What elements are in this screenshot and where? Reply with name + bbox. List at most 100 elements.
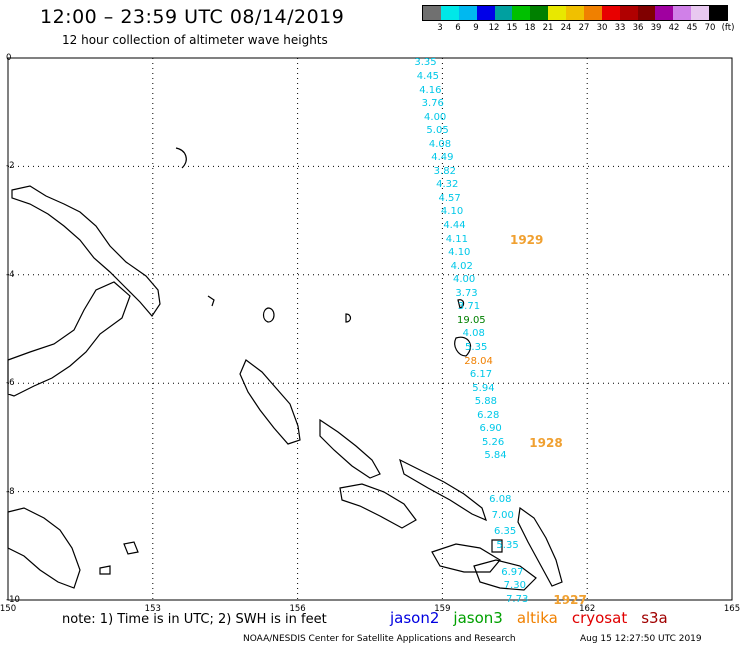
satellite-legend: jason2 jason3 altika cryosat s3a xyxy=(390,609,682,627)
legend-label: 3 xyxy=(437,23,443,33)
coastlines xyxy=(7,147,563,591)
png-mainland-coast xyxy=(7,507,81,589)
swh-value: 4.11 xyxy=(445,233,469,245)
map-grid xyxy=(8,58,732,600)
legend-swatch xyxy=(548,6,566,20)
swh-value: 4.45 xyxy=(416,70,440,82)
swh-value: 4.02 xyxy=(450,260,473,272)
satellite-jason3: jason3 xyxy=(453,609,503,627)
map-title: 12:00 – 23:59 UTC 08/14/2019 xyxy=(40,6,345,28)
swh-value: 4.08 xyxy=(428,138,452,150)
legend-label: 36 xyxy=(632,23,644,33)
legend-label: 9 xyxy=(473,23,479,33)
swh-value: 3.73 xyxy=(455,287,478,299)
island-3 xyxy=(345,313,352,323)
swh-value: 6.08 xyxy=(489,493,512,505)
swh-value: 5.35 xyxy=(496,539,519,551)
legend-label: 70 xyxy=(704,23,716,33)
legend-label: 30 xyxy=(596,23,608,33)
swh-value: 4.44 xyxy=(443,220,466,232)
legend-label: 6 xyxy=(455,23,461,33)
legend-label: 45 xyxy=(686,23,698,33)
legend-swatch xyxy=(709,6,727,20)
swh-value: 3.76 xyxy=(421,98,444,110)
legend-label: 24 xyxy=(560,23,572,33)
swh-value: 5.35 xyxy=(465,341,488,353)
new-ireland-coast xyxy=(11,185,161,317)
lon-label: 159 xyxy=(434,604,451,614)
swh-value: 4.00 xyxy=(424,111,447,123)
map-subtitle: 12 hour collection of altimeter wave hei… xyxy=(62,33,328,47)
swh-value: 5.26 xyxy=(481,436,505,448)
footer-note: note: 1) Time is in UTC; 2) SWH is in fe… xyxy=(62,612,327,627)
island-8 xyxy=(99,565,111,575)
swh-value: 4.08 xyxy=(462,328,485,340)
lat-label: -6 xyxy=(6,378,15,389)
legend-swatch xyxy=(655,6,674,20)
swh-value: 7.30 xyxy=(503,580,526,592)
swh-value: 5.84 xyxy=(484,450,507,462)
swh-value: 4.57 xyxy=(438,192,461,204)
island-2 xyxy=(262,307,275,323)
new-britain-coast xyxy=(7,281,131,397)
legend-swatch xyxy=(440,6,459,20)
swh-value: 3.82 xyxy=(433,165,456,177)
legend-swatch xyxy=(476,6,495,20)
new-georgia-coast xyxy=(339,483,417,529)
legend-label: 33 xyxy=(614,23,626,33)
swh-value: 4.49 xyxy=(431,152,454,164)
pass-time-label: 1927 xyxy=(553,593,587,607)
legend-swatch xyxy=(566,6,584,20)
island-9 xyxy=(491,539,503,553)
footer-timestamp: Aug 15 12:27:50 UTC 2019 xyxy=(580,634,702,644)
swh-value: 6.35 xyxy=(494,526,517,538)
legend-color-bar xyxy=(422,5,728,21)
legend-swatch xyxy=(673,6,692,20)
legend-label: 15 xyxy=(506,23,518,33)
island-7 xyxy=(123,541,139,555)
swh-value: 7.00 xyxy=(491,509,514,521)
swh-value: 5.94 xyxy=(472,382,495,394)
legend-label: 12 xyxy=(488,23,500,33)
legend-swatch xyxy=(530,6,549,20)
legend-swatch xyxy=(691,6,709,20)
island-5 xyxy=(457,299,465,309)
swh-value: 6.97 xyxy=(501,566,524,578)
lat-label: 0 xyxy=(6,53,12,63)
lat-label: -8 xyxy=(6,486,15,497)
swh-value: 6.28 xyxy=(477,409,500,421)
swh-value: 19.05 xyxy=(457,314,486,326)
guadalcanal-coast xyxy=(431,543,501,573)
makira-coast xyxy=(473,559,537,591)
lon-label: 150 xyxy=(0,604,17,614)
swh-value: 5.05 xyxy=(426,125,449,137)
satellite-altika: altika xyxy=(516,609,558,627)
legend-label: 18 xyxy=(524,23,536,33)
legend-label: 27 xyxy=(578,23,590,33)
satellite-cryosat: cryosat xyxy=(571,609,628,627)
lon-label: 156 xyxy=(289,604,306,614)
legend-swatch xyxy=(637,6,656,20)
swh-value: 6.90 xyxy=(479,423,502,435)
legend-swatch xyxy=(458,6,477,20)
satellite-jason2: jason2 xyxy=(390,609,440,627)
swh-value: 4.00 xyxy=(452,274,476,286)
swh-value: 4.16 xyxy=(419,84,442,96)
legend-swatch xyxy=(601,6,620,20)
legend-labels: 3 6 9 12 15 18 21 24 27 30 33 36 39 42 45 70 (ft) xyxy=(422,21,734,35)
legend-swatch xyxy=(512,6,531,20)
swh-value: 7.73 xyxy=(506,594,529,605)
legend-label: 21 xyxy=(542,23,554,33)
legend-swatch xyxy=(619,6,638,20)
bougainville-coast xyxy=(239,359,301,445)
island-6 xyxy=(207,295,215,307)
swh-value: 5.88 xyxy=(474,396,497,408)
footer-credit: NOAA/NESDIS Center for Satellite Applica… xyxy=(243,634,516,644)
lat-label: -2 xyxy=(6,161,15,172)
legend-swatch xyxy=(494,6,513,20)
lon-label: 153 xyxy=(144,604,161,614)
lon-label: 165 xyxy=(723,604,740,614)
map-frame xyxy=(7,57,733,601)
lat-label: -10 xyxy=(6,595,20,605)
swh-value: 6.17 xyxy=(469,369,493,381)
